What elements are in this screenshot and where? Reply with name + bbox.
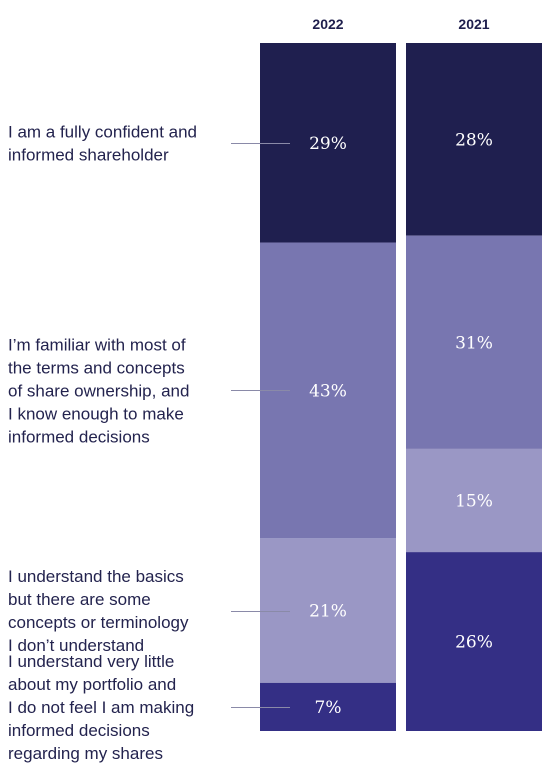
legend-label-line: I’m familiar with most of — [8, 335, 186, 354]
value-label-2021-series-2: 31% — [455, 333, 493, 353]
legend-label-line: regarding my shares — [8, 744, 163, 763]
bar-segment-2022-series-4 — [260, 682, 396, 731]
legend-label-series-2: I’m familiar with most of the terms and c… — [8, 335, 189, 446]
legend-label-line: I understand very little — [8, 652, 174, 671]
column-label-2022: 2022 — [312, 16, 343, 32]
bar-segment-2022-series-3 — [260, 538, 396, 683]
legend-label-line: but there are some — [8, 590, 151, 609]
value-label-2022-series-1: 29% — [309, 134, 347, 154]
legend-label-series-3: I understand the basics but there are som… — [8, 567, 189, 655]
legend-label-series-1: I am a fully confident and informed share… — [8, 122, 197, 164]
legend-label-line: concepts or terminology — [8, 613, 189, 632]
bar-segment-2022-series-1 — [260, 43, 396, 243]
legend-label-line: I know enough to make — [8, 404, 184, 423]
legend-label-line: I am a fully confident and — [8, 122, 197, 141]
bar-segment-2021-series-3 — [406, 448, 542, 553]
value-label-2022-series-3: 21% — [309, 602, 347, 622]
legend-label-line: I understand the basics — [8, 567, 184, 586]
legend-label-line: informed shareholder — [8, 145, 169, 164]
bar-segment-2021-series-1 — [406, 43, 542, 236]
value-label-2021-series-1: 28% — [455, 130, 493, 150]
value-label-2022-series-4: 7% — [315, 698, 342, 718]
value-label-2021-series-3: 15% — [455, 492, 493, 512]
legend-label-series-4: I understand very little about my portfol… — [8, 652, 194, 763]
legend-label-line: the terms and concepts — [8, 358, 185, 377]
legend-label-line: of share ownership, and — [8, 381, 189, 400]
bar-segment-2021-series-2 — [406, 235, 542, 449]
bar-segment-2021-series-4 — [406, 552, 542, 731]
legend-label-line: informed decisions — [8, 721, 150, 740]
value-label-2022-series-2: 43% — [309, 381, 347, 401]
column-label-2021: 2021 — [458, 16, 489, 32]
legend-label-line: I don’t understand — [8, 636, 144, 655]
legend-label-line: about my portfolio and — [8, 675, 176, 694]
value-label-2021-series-4: 26% — [455, 633, 493, 653]
legend-label-line: informed decisions — [8, 427, 150, 446]
legend-label-line: I do not feel I am making — [8, 698, 194, 717]
